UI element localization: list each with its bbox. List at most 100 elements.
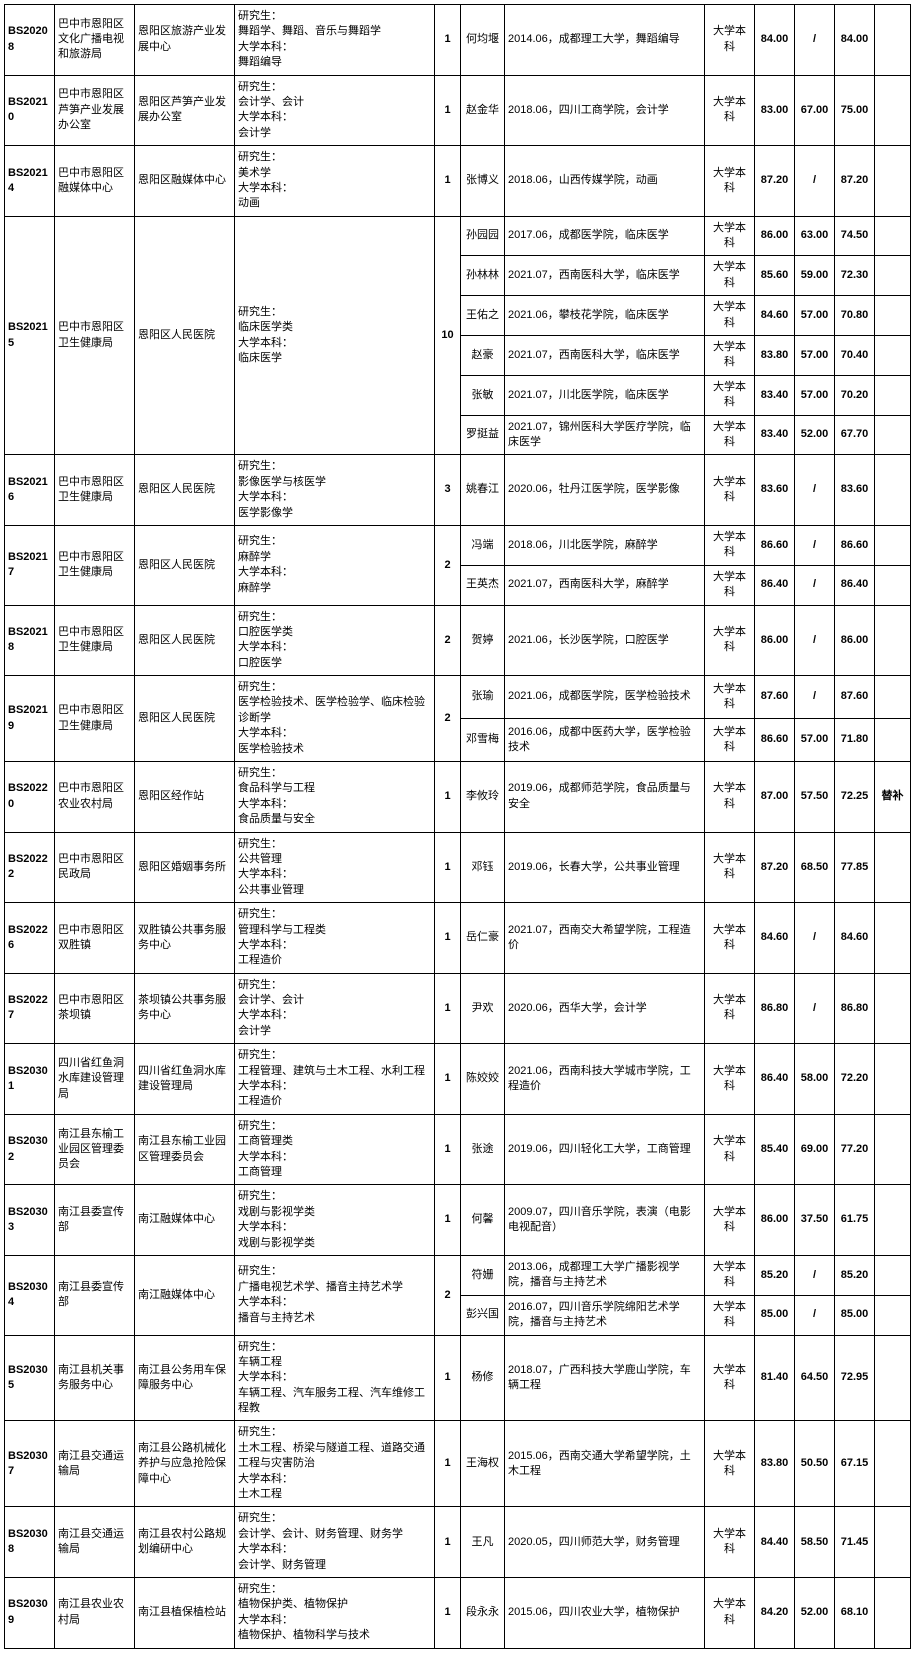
cell-score3: 87.60: [835, 676, 875, 719]
cell-count: 3: [435, 455, 461, 526]
cell-score2: 57.00: [795, 336, 835, 376]
cell-score1: 86.60: [755, 525, 795, 565]
cell-score2: /: [795, 5, 835, 76]
cell-name: 李攸玲: [461, 762, 505, 833]
cell-score2: /: [795, 455, 835, 526]
cell-unit: 南江县公路机械化养护与应急抢险保障中心: [135, 1421, 235, 1507]
cell-score1: 87.20: [755, 832, 795, 903]
cell-education: 2018.06，山西传媒学院，动画: [505, 146, 705, 217]
cell-score1: 83.80: [755, 336, 795, 376]
cell-score2: 68.50: [795, 832, 835, 903]
table-row: BS20227巴中市恩阳区茶坝镇茶坝镇公共事务服务中心研究生：会计学、会计大学本…: [5, 973, 911, 1044]
cell-name: 何均堰: [461, 5, 505, 76]
cell-education: 2020.06，牡丹江医学院，医学影像: [505, 455, 705, 526]
cell-education: 2021.06，成都医学院，医学检验技术: [505, 676, 705, 719]
cell-note: [875, 296, 911, 336]
cell-dept: 南江县委宣传部: [55, 1185, 135, 1256]
cell-score3: 72.20: [835, 1044, 875, 1115]
cell-requirement: 研究生：会计学、会计大学本科：会计学: [235, 973, 435, 1044]
cell-level: 大学本科: [705, 216, 755, 256]
cell-education: 2019.06，四川轻化工大学，工商管理: [505, 1114, 705, 1185]
table-row: BS20307南江县交通运输局南江县公路机械化养护与应急抢险保障中心研究生：土木…: [5, 1421, 911, 1507]
cell-note: [875, 719, 911, 762]
recruitment-table: BS20208巴中市恩阳区文化广播电视和旅游局恩阳区旅游产业发展中心研究生：舞蹈…: [4, 4, 911, 1649]
cell-code: BS20210: [5, 75, 55, 146]
cell-education: 2021.07，西南医科大学，临床医学: [505, 256, 705, 296]
cell-dept: 巴中市恩阳区茶坝镇: [55, 973, 135, 1044]
table-row: BS20308南江县交通运输局南江县农村公路规划编研中心研究生：会计学、会计、财…: [5, 1507, 911, 1578]
cell-count: 1: [435, 1044, 461, 1115]
cell-score3: 86.60: [835, 525, 875, 565]
cell-dept: 巴中市恩阳区卫生健康局: [55, 525, 135, 605]
cell-note: [875, 5, 911, 76]
cell-code: BS20216: [5, 455, 55, 526]
cell-count: 2: [435, 525, 461, 605]
cell-score2: 57.00: [795, 719, 835, 762]
table-row: BS20220巴中市恩阳区农业农村局恩阳区经作站研究生：食品科学与工程大学本科：…: [5, 762, 911, 833]
cell-score1: 84.60: [755, 903, 795, 974]
cell-level: 大学本科: [705, 525, 755, 565]
cell-note: [875, 676, 911, 719]
cell-name: 段永永: [461, 1577, 505, 1648]
cell-score1: 83.40: [755, 415, 795, 455]
cell-level: 大学本科: [705, 1421, 755, 1507]
cell-level: 大学本科: [705, 832, 755, 903]
cell-score1: 86.40: [755, 565, 795, 605]
cell-unit: 南江县东榆工业园区管理委员会: [135, 1114, 235, 1185]
table-row: BS20208巴中市恩阳区文化广播电视和旅游局恩阳区旅游产业发展中心研究生：舞蹈…: [5, 5, 911, 76]
cell-unit: 双胜镇公共事务服务中心: [135, 903, 235, 974]
cell-unit: 南江县公务用车保障服务中心: [135, 1335, 235, 1421]
cell-score3: 84.60: [835, 903, 875, 974]
cell-note: [875, 75, 911, 146]
cell-name: 陈姣姣: [461, 1044, 505, 1115]
cell-education: 2021.06，攀枝花学院，临床医学: [505, 296, 705, 336]
cell-level: 大学本科: [705, 605, 755, 676]
cell-level: 大学本科: [705, 676, 755, 719]
cell-note: [875, 375, 911, 415]
cell-requirement: 研究生：植物保护类、植物保护大学本科：植物保护、植物科学与技术: [235, 1577, 435, 1648]
cell-name: 岳仁豪: [461, 903, 505, 974]
cell-note: [875, 455, 911, 526]
cell-dept: 巴中市恩阳区农业农村局: [55, 762, 135, 833]
cell-note: [875, 1255, 911, 1295]
cell-education: 2021.07，川北医学院，临床医学: [505, 375, 705, 415]
cell-level: 大学本科: [705, 75, 755, 146]
cell-requirement: 研究生：广播电视艺术学、播音主持艺术学大学本科：播音与主持艺术: [235, 1255, 435, 1335]
cell-score1: 86.60: [755, 719, 795, 762]
cell-score2: /: [795, 973, 835, 1044]
cell-count: 1: [435, 5, 461, 76]
cell-code: BS20222: [5, 832, 55, 903]
cell-score2: /: [795, 1295, 835, 1335]
table-row: BS20217巴中市恩阳区卫生健康局恩阳区人民医院研究生：麻醉学大学本科：麻醉学…: [5, 525, 911, 565]
cell-unit: 恩阳区融媒体中心: [135, 146, 235, 217]
cell-unit: 四川省红鱼洞水库建设管理局: [135, 1044, 235, 1115]
cell-education: 2020.05，四川师范大学，财务管理: [505, 1507, 705, 1578]
cell-requirement: 研究生：医学检验技术、医学检验学、临床检验诊断学大学本科：医学检验技术: [235, 676, 435, 762]
cell-name: 王佑之: [461, 296, 505, 336]
cell-name: 彭兴国: [461, 1295, 505, 1335]
cell-name: 尹欢: [461, 973, 505, 1044]
cell-score3: 72.25: [835, 762, 875, 833]
cell-code: BS20309: [5, 1577, 55, 1648]
cell-count: 1: [435, 832, 461, 903]
cell-score1: 86.40: [755, 1044, 795, 1115]
cell-note: [875, 565, 911, 605]
cell-score3: 72.30: [835, 256, 875, 296]
cell-count: 1: [435, 1421, 461, 1507]
table-row: BS20305南江县机关事务服务中心南江县公务用车保障服务中心研究生：车辆工程大…: [5, 1335, 911, 1421]
cell-requirement: 研究生：戏剧与影视学类大学本科：戏剧与影视学类: [235, 1185, 435, 1256]
cell-score2: 37.50: [795, 1185, 835, 1256]
cell-name: 符姗: [461, 1255, 505, 1295]
cell-unit: 恩阳区旅游产业发展中心: [135, 5, 235, 76]
cell-name: 何馨: [461, 1185, 505, 1256]
cell-level: 大学本科: [705, 565, 755, 605]
cell-dept: 四川省红鱼洞水库建设管理局: [55, 1044, 135, 1115]
cell-score3: 84.00: [835, 5, 875, 76]
cell-score3: 72.95: [835, 1335, 875, 1421]
cell-name: 王英杰: [461, 565, 505, 605]
cell-note: [875, 832, 911, 903]
cell-score1: 84.40: [755, 1507, 795, 1578]
cell-code: BS20226: [5, 903, 55, 974]
cell-note: [875, 1421, 911, 1507]
cell-note: [875, 146, 911, 217]
